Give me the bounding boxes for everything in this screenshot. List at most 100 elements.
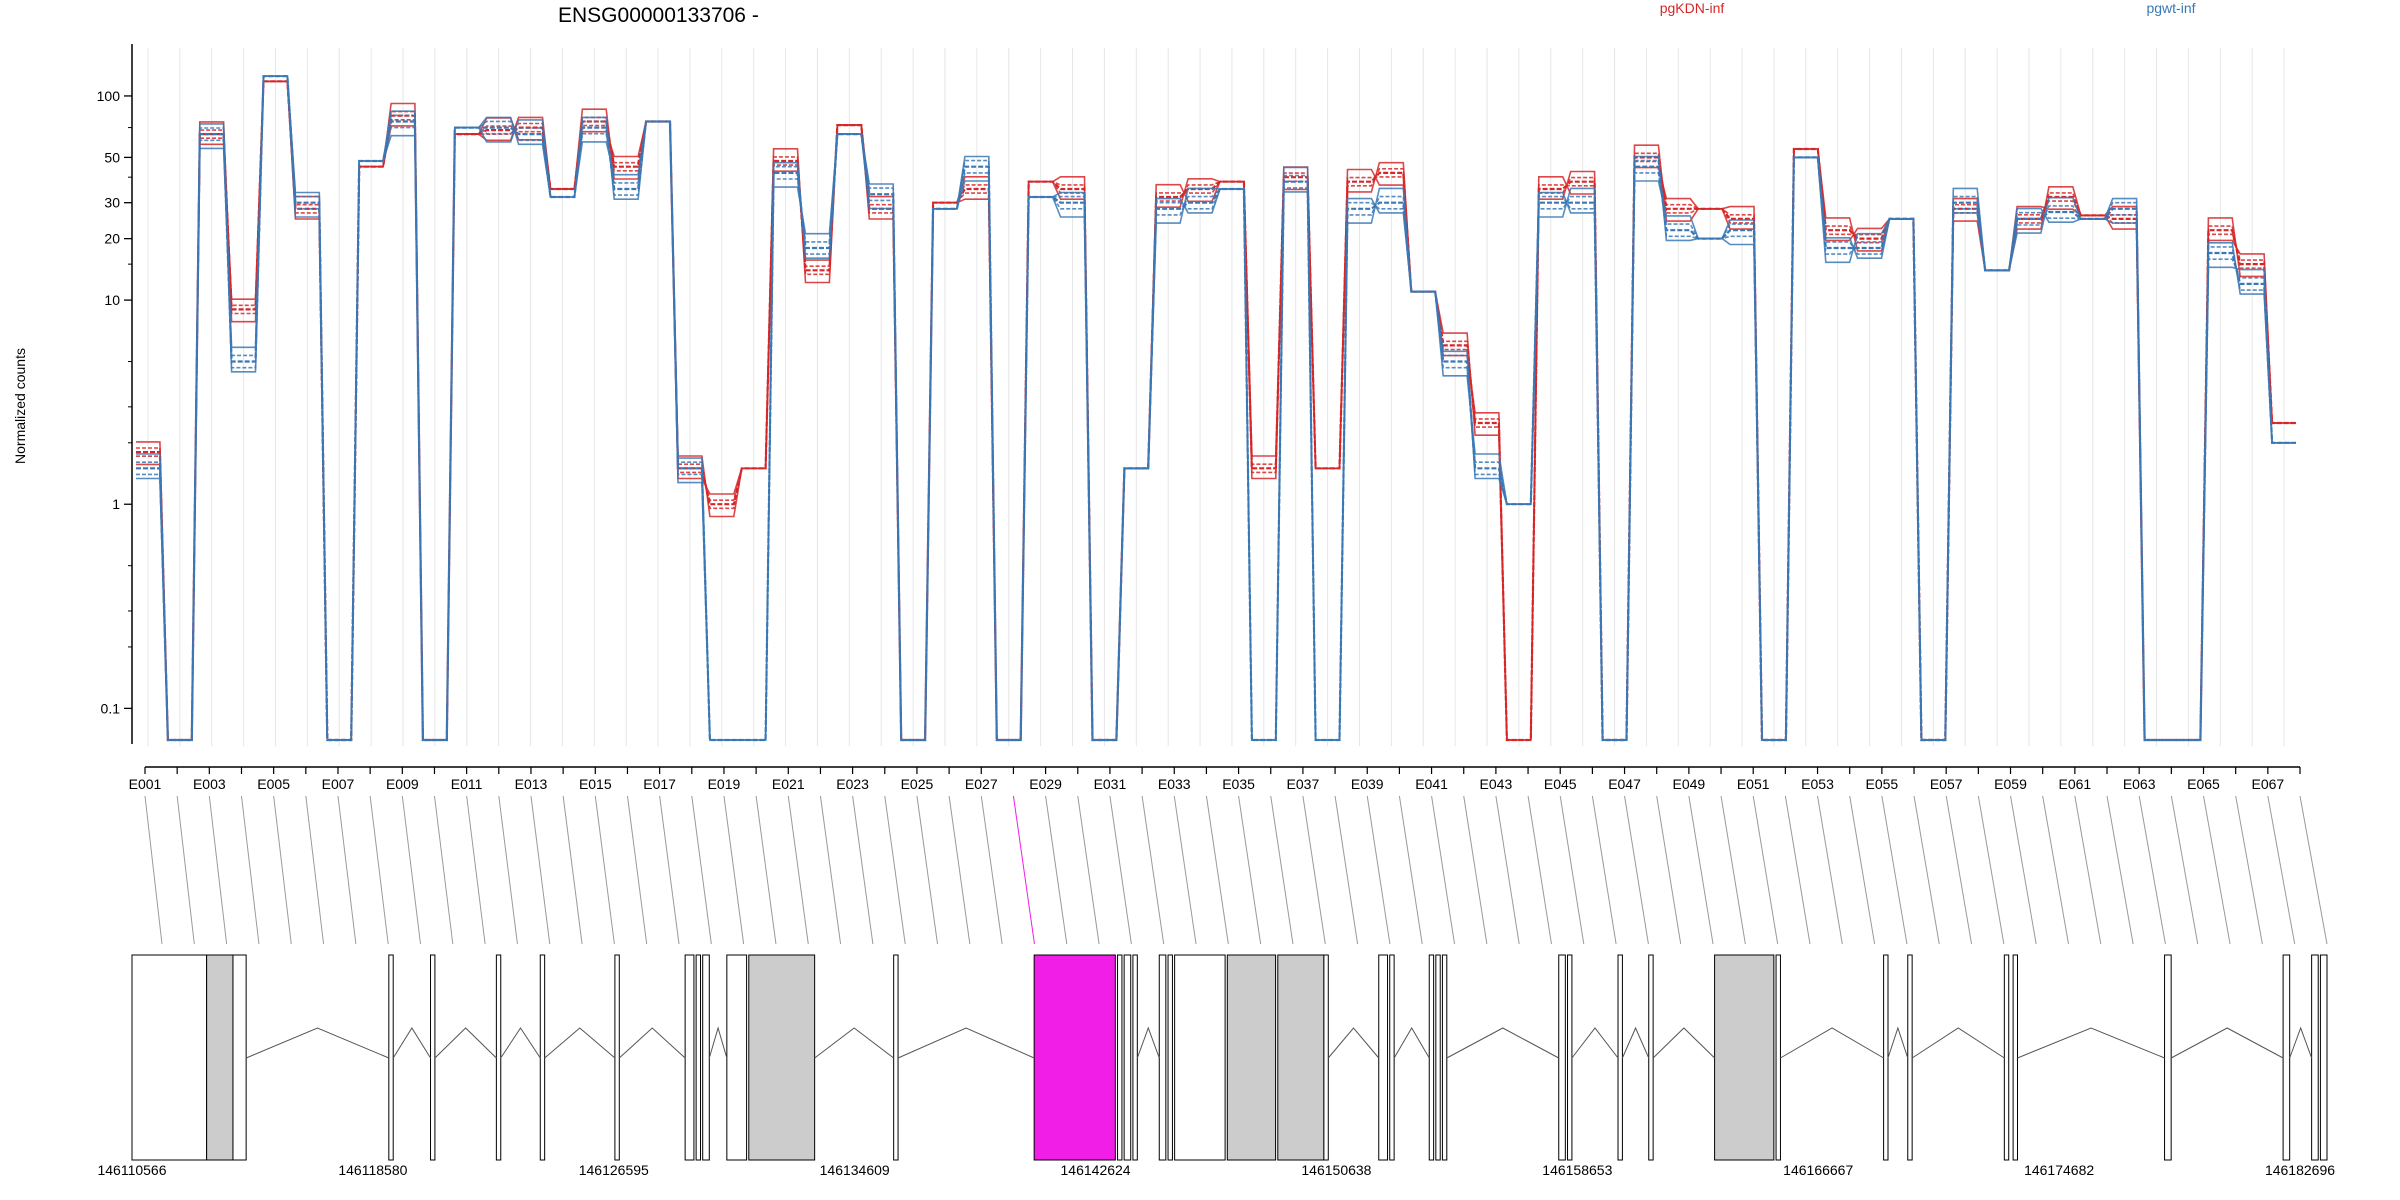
exon-connector-line (1012, 795, 1035, 945)
x-tick-label: E053 (1801, 776, 1834, 792)
y-tick-label: 0.1 (101, 700, 121, 716)
exon-connector-line (2010, 795, 2037, 945)
exon-connectors (144, 795, 2328, 945)
gene-exon-box (1226, 954, 1277, 1161)
x-tick-label: E027 (965, 776, 998, 792)
exon-connector-line (2267, 795, 2296, 945)
exon-connector-line (1302, 795, 1326, 945)
series-line-pgwt-inf (136, 75, 2296, 741)
gene-exon-box (1389, 954, 1395, 1161)
exon-connector-line (498, 795, 518, 945)
intron-line (2017, 1027, 2165, 1059)
intron-line (618, 1027, 686, 1059)
exon-connector-line (1205, 795, 1229, 945)
series-line-pgwt-inf (136, 75, 2296, 741)
gene-exon-box (1617, 954, 1623, 1161)
x-tick-label: E045 (1544, 776, 1577, 792)
series-line-pgwt-inf (136, 75, 2296, 741)
gene-exon-box (1123, 954, 1132, 1161)
exon-connector-line (1334, 795, 1359, 945)
exon-connector-line (562, 795, 583, 945)
exon-connector-line (2042, 795, 2069, 945)
x-tick-label: E049 (1673, 776, 1706, 792)
gene-exon-box (2003, 954, 2010, 1161)
exon-connector-line (2235, 795, 2263, 945)
intron-line (1780, 1027, 1884, 1059)
exon-connector-line (884, 795, 906, 945)
x-tick-label: E007 (322, 776, 355, 792)
exon-connector-line (2106, 795, 2134, 945)
gene-exon-box (206, 954, 234, 1161)
exon-connector-line (1109, 795, 1132, 945)
exon-connector-line (1945, 795, 1973, 945)
exon-connector-line (1527, 795, 1552, 945)
gene-exon-box (1567, 954, 1573, 1161)
exon-connector-line (1463, 795, 1488, 945)
intron-line (1393, 1027, 1430, 1059)
exon-connector-line (1784, 795, 1811, 945)
gene-exon-box (2012, 954, 2019, 1161)
intron-line (1327, 1027, 1380, 1059)
exon-connector-line (1495, 795, 1520, 945)
genomic-coordinate-label: 146110566 (97, 1162, 166, 1178)
gene-exon-box (1558, 954, 1566, 1161)
gene-exon-box (2164, 954, 2172, 1161)
genomic-coordinate-label: 146150638 (1301, 1162, 1371, 1178)
exon-connector-line (1977, 795, 2005, 945)
series-mean-line (136, 80, 2296, 742)
x-tick-label: E031 (1094, 776, 1127, 792)
exon-connector-line (819, 795, 842, 945)
series-lines (136, 75, 2296, 742)
gene-exon-box (614, 954, 620, 1161)
intron-line (1887, 1026, 1909, 1059)
exon-connector-line (594, 795, 615, 945)
intron-line (1571, 1027, 1619, 1059)
series-mean-line (136, 75, 2296, 742)
x-tick-label: E065 (2187, 776, 2220, 792)
gene-exon-box (684, 954, 695, 1161)
axes: 0.1 1 10 20 30 50 100 E001 E003 E005 E007 E009 E011 E… (97, 44, 2301, 792)
genomic-coordinate-label: 146134609 (820, 1162, 890, 1178)
gene-exon-box (1117, 954, 1123, 1161)
gene-exon-box (1323, 954, 1329, 1161)
gene-exon-box (539, 954, 546, 1161)
x-tick-label: E063 (2123, 776, 2156, 792)
gene-exon-box (430, 954, 436, 1161)
exon-connector-line (1431, 795, 1456, 945)
gene-exon-box (1775, 954, 1781, 1161)
gene-exon-box (702, 954, 710, 1161)
exon-connector-line (626, 795, 648, 945)
intron-line (392, 1027, 431, 1059)
intron-line (544, 1027, 616, 1059)
legend-pgKDN-inf: pgKDN-inf (1660, 0, 1725, 16)
exon-connector-line (1173, 795, 1197, 945)
y-tick-label: 1 (112, 496, 120, 512)
x-tick-label: E021 (772, 776, 805, 792)
x-tick-label: E011 (451, 776, 483, 792)
y-tick-label: 100 (97, 88, 121, 104)
gene-exon-box (1277, 954, 1325, 1161)
intron-line (1652, 1027, 1715, 1059)
x-tick-label: E023 (836, 776, 869, 792)
x-tick-label: E025 (901, 776, 934, 792)
x-tick-label: E001 (129, 776, 162, 792)
exon-connector-line (337, 795, 357, 945)
gene-exon-box (1435, 954, 1441, 1161)
exon-connector-line (2138, 795, 2166, 945)
exon-connector-line (1913, 795, 1940, 945)
gene-exon-box (893, 954, 899, 1161)
intron-line (1621, 1026, 1650, 1059)
gene-exon-box (1132, 954, 1138, 1161)
y-axis-label: Normalized counts (12, 348, 28, 464)
gene-exon-box (1428, 954, 1435, 1161)
exon-connector-line (1849, 795, 1876, 945)
exon-connector-line (659, 795, 680, 945)
x-tick-label: E051 (1737, 776, 1770, 792)
exon-connector-line (723, 795, 745, 945)
gene-exon-box (2311, 954, 2319, 1161)
gene-exon-box (1174, 954, 1226, 1161)
legend-pgwt-inf: pgwt-inf (2146, 0, 2195, 16)
exon-connector-line (1817, 795, 1843, 945)
exon-connector-line (1045, 795, 1068, 945)
gene-exon-box (1648, 954, 1654, 1161)
